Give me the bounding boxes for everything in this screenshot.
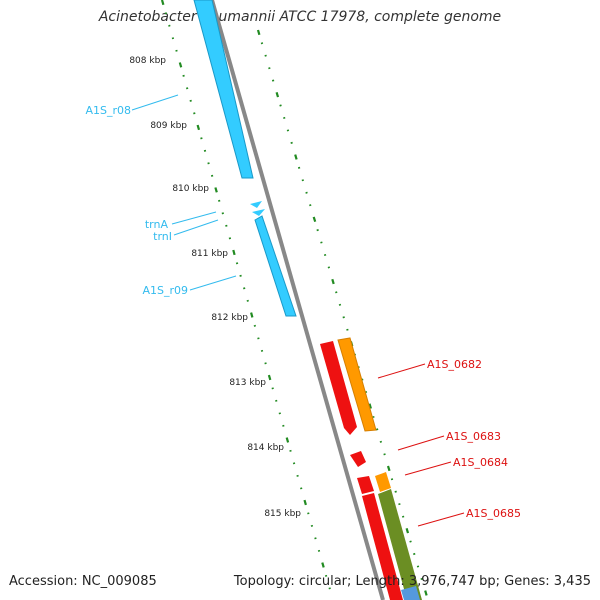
inner-tick <box>235 262 239 265</box>
outer-tick <box>290 141 293 144</box>
outer-tick <box>331 278 335 285</box>
label-a1s-r08[interactable]: A1S_r08 <box>85 104 131 117</box>
scale-label-814: 814 kbp <box>247 443 284 453</box>
leader-a1s-r09 <box>189 275 237 291</box>
inner-tick <box>225 224 228 227</box>
outer-tick <box>335 291 338 294</box>
outer-tick <box>312 216 317 223</box>
outer-tick <box>338 303 342 306</box>
label-a1s-0682[interactable]: A1S_0682 <box>427 358 482 371</box>
inner-tick <box>178 62 183 68</box>
inner-tick <box>207 162 210 165</box>
outer-tick <box>368 403 372 409</box>
inner-tick <box>264 362 267 365</box>
outer-tick <box>294 154 298 160</box>
inner-tick <box>303 499 307 506</box>
feature-a1s-0683[interactable] <box>350 451 366 467</box>
outer-tick <box>260 42 264 45</box>
outer-tick <box>386 465 391 472</box>
label-a1s-0684[interactable]: A1S_0684 <box>453 456 508 469</box>
inner-tick <box>292 462 296 465</box>
outer-tick <box>375 428 379 431</box>
inner-tick <box>314 537 317 540</box>
feature-blue-partial[interactable] <box>401 586 420 600</box>
label-leaders <box>131 94 465 527</box>
outer-tick <box>364 390 368 394</box>
scale-label-812: 812 kbp <box>211 313 248 323</box>
inner-tick <box>196 124 201 131</box>
scale-label-808: 808 kbp <box>129 56 166 66</box>
label-a1s-r09[interactable]: A1S_r09 <box>142 284 188 297</box>
outer-tick <box>379 440 383 443</box>
tick-tracks <box>160 0 428 596</box>
feature-a1s-0684[interactable] <box>357 476 374 494</box>
outer-tick <box>424 590 428 596</box>
genome-stats-text: Topology: circular; Length: 3,976,747 bp… <box>233 574 591 589</box>
feature-a1s-0684-orange[interactable] <box>375 472 391 492</box>
inner-tick <box>160 0 165 6</box>
label-a1s-0685[interactable]: A1S_0685 <box>466 507 521 520</box>
leader-trna-i <box>173 219 219 236</box>
scale-label-811: 811 kbp <box>191 249 228 259</box>
scale-label-810: 810 kbp <box>172 184 209 194</box>
inner-tick <box>185 87 189 90</box>
feature-trna-i[interactable] <box>252 209 265 216</box>
outer-tick <box>264 54 267 57</box>
scale-label-809: 809 kbp <box>150 121 187 131</box>
feature-a1s-0682[interactable] <box>320 341 357 435</box>
feature-a1s-0682-orange[interactable] <box>337 337 377 432</box>
leader-a1s-0683 <box>397 435 445 451</box>
feature-a1s-r08[interactable] <box>193 0 254 179</box>
label-trna-a[interactable]: trnA <box>145 218 169 231</box>
inner-tick <box>321 562 325 568</box>
feature-a1s-0685[interactable] <box>362 493 403 600</box>
outer-tick <box>286 129 290 132</box>
leader-trna-a <box>171 211 217 225</box>
outer-tick <box>327 266 331 269</box>
leader-a1s-r08 <box>131 94 179 111</box>
outer-tick <box>405 527 410 534</box>
feature-labels: A1S_r08 trnA trnI A1S_r09 A1S_0682 A1S_0… <box>85 104 521 520</box>
inner-tick <box>214 187 218 193</box>
outer-tick <box>383 453 386 456</box>
inner-tick <box>275 399 278 402</box>
feature-a1s-0685-olive[interactable] <box>378 489 422 600</box>
scale-label-815: 815 kbp <box>264 509 301 519</box>
leader-a1s-0685 <box>417 512 465 527</box>
scale-label-813: 813 kbp <box>229 378 266 388</box>
feature-trna-a[interactable] <box>250 201 262 208</box>
rna-feature-track <box>193 0 297 317</box>
inner-tick <box>250 312 254 318</box>
inner-tick <box>282 424 285 427</box>
gene-feature-track <box>320 337 422 600</box>
outer-tick <box>279 104 282 107</box>
outer-tick <box>316 229 319 232</box>
outer-tick <box>409 540 412 543</box>
leader-a1s-0684 <box>404 461 452 476</box>
inner-tick <box>246 299 249 302</box>
inner-tick <box>232 249 236 256</box>
outer-tick <box>283 116 286 120</box>
accession-text: Accession: NC_009085 <box>9 574 157 589</box>
leader-a1s-0682 <box>377 363 426 379</box>
outer-tick <box>413 552 416 556</box>
inner-tick <box>267 374 272 381</box>
inner-tick <box>253 324 257 327</box>
genome-backbone <box>210 0 385 600</box>
outer-tick <box>401 515 405 518</box>
inner-tick <box>285 437 290 443</box>
outer-tick <box>256 29 261 36</box>
outer-tick <box>305 191 308 194</box>
label-a1s-0683[interactable]: A1S_0683 <box>446 430 501 443</box>
outer-tick <box>309 204 312 207</box>
feature-a1s-r09[interactable] <box>254 215 297 317</box>
label-trna-i[interactable]: trnI <box>153 230 172 243</box>
outer-tick <box>268 67 271 70</box>
outer-tick <box>275 91 280 98</box>
inner-tick <box>168 24 171 27</box>
scale-labels: 808 kbp 809 kbp 810 kbp 811 kbp 812 kbp … <box>129 56 301 519</box>
